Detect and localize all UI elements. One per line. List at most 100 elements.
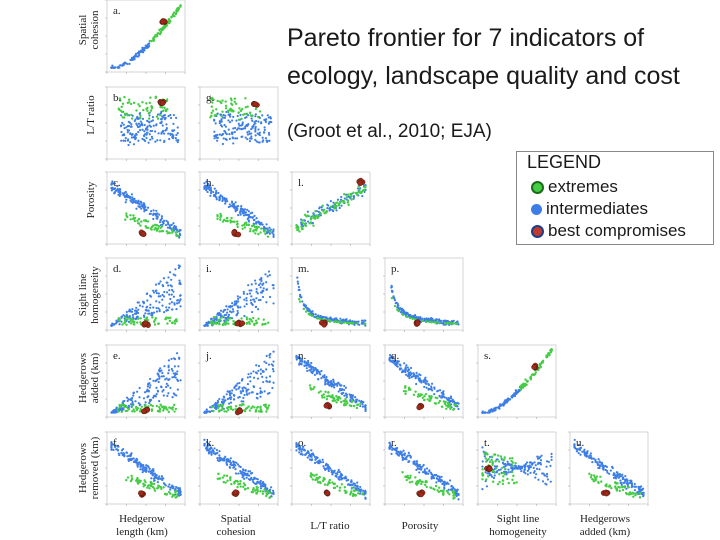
intermediate-point [502, 404, 505, 407]
intermediate-point [172, 122, 175, 126]
panel-a [106, 0, 186, 73]
intermediate-point [305, 306, 308, 309]
intermediate-point [203, 411, 206, 414]
intermediate-point [271, 386, 274, 390]
extreme-point [513, 481, 516, 485]
extreme-point [406, 474, 410, 478]
intermediate-point [140, 201, 143, 205]
intermediate-point [130, 136, 134, 139]
intermediate-point [237, 472, 240, 475]
intermediate-point [168, 224, 172, 227]
intermediate-point [327, 469, 330, 473]
intermediate-point [225, 138, 228, 141]
intermediate-point [124, 139, 127, 143]
extreme-point [425, 320, 428, 323]
intermediate-point [160, 215, 163, 218]
intermediate-point [403, 362, 406, 365]
intermediate-point [267, 122, 270, 125]
intermediate-point [132, 394, 135, 397]
extreme-point [264, 232, 267, 236]
intermediate-point [497, 468, 500, 472]
intermediate-point [404, 368, 408, 371]
intermediate-point [248, 130, 251, 133]
intermediate-point [150, 135, 153, 138]
extreme-point [589, 476, 593, 479]
extreme-point [236, 225, 239, 229]
intermediate-point [238, 124, 241, 127]
intermediate-point [234, 137, 237, 140]
intermediate-point [267, 363, 271, 366]
extreme-point [414, 476, 417, 479]
extreme-point [242, 409, 246, 412]
intermediate-point [161, 293, 164, 297]
intermediate-point [316, 369, 319, 372]
intermediate-point [223, 319, 226, 322]
intermediate-point [171, 396, 174, 399]
extreme-point [350, 321, 354, 325]
intermediate-point [239, 208, 242, 211]
intermediate-point [243, 477, 246, 480]
extreme-point [129, 213, 132, 217]
extreme-point [221, 323, 225, 327]
extreme-point [500, 458, 504, 461]
intermediate-point [179, 294, 182, 297]
intermediate-point [223, 116, 226, 119]
intermediate-point [236, 295, 239, 298]
intermediate-point [426, 380, 429, 383]
intermediate-point [143, 48, 146, 51]
extreme-point [236, 485, 239, 489]
intermediate-point [262, 380, 265, 384]
intermediate-point [238, 395, 241, 399]
extreme-point [219, 212, 222, 216]
intermediate-point [232, 115, 235, 118]
intermediate-point [169, 132, 172, 135]
extreme-point [314, 217, 317, 220]
extreme-point [254, 410, 258, 413]
intermediate-point [318, 206, 321, 209]
intermediate-point [484, 471, 487, 474]
extreme-point [541, 361, 544, 364]
extreme-point [126, 409, 129, 412]
intermediate-point [260, 221, 263, 224]
intermediate-point [250, 135, 253, 138]
intermediate-point [306, 210, 310, 213]
intermediate-point [172, 290, 175, 293]
intermediate-point [126, 131, 129, 134]
intermediate-point [246, 217, 249, 221]
intermediate-point [138, 129, 142, 132]
intermediate-point [152, 291, 156, 294]
intermediate-point [168, 289, 171, 292]
extreme-point [506, 477, 509, 481]
extreme-point [126, 318, 129, 321]
intermediate-point [151, 137, 154, 140]
extreme-point [136, 476, 139, 480]
intermediate-point [118, 190, 122, 194]
intermediate-point [215, 448, 219, 452]
intermediate-point [262, 131, 266, 134]
row-label: L/T ratio [85, 95, 97, 135]
extreme-point [230, 482, 233, 486]
intermediate-point [235, 119, 238, 122]
extreme-point [339, 397, 342, 400]
intermediate-point [168, 483, 171, 486]
extreme-point [220, 316, 224, 319]
intermediate-point [176, 299, 179, 302]
intermediate-point [354, 487, 357, 490]
extreme-point [159, 403, 162, 406]
extreme-point [620, 485, 624, 489]
panel-label-f: f. [113, 437, 120, 449]
intermediate-point [123, 127, 126, 130]
intermediate-point [131, 400, 134, 404]
legend-label-best: best compromises [548, 221, 686, 240]
intermediate-point [155, 386, 158, 389]
intermediate-point [296, 280, 299, 283]
intermediate-point [246, 133, 250, 136]
intermediate-point [262, 225, 266, 228]
intermediate-point [619, 479, 622, 482]
intermediate-point [165, 382, 168, 385]
intermediate-point [545, 460, 549, 463]
intermediate-point [406, 366, 409, 369]
intermediate-point [513, 393, 516, 396]
intermediate-point [236, 312, 240, 315]
